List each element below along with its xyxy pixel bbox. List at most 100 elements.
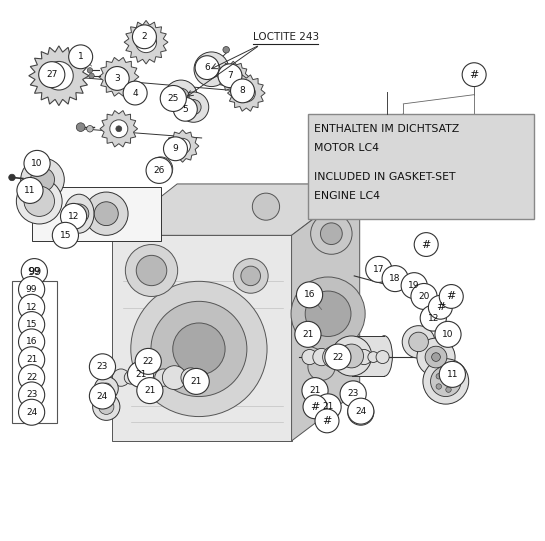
Circle shape — [84, 192, 128, 235]
Text: 18: 18 — [389, 274, 401, 283]
Circle shape — [136, 32, 156, 52]
Circle shape — [348, 388, 359, 399]
Circle shape — [302, 349, 317, 365]
Text: 24: 24 — [97, 392, 108, 400]
Circle shape — [356, 349, 372, 365]
Circle shape — [125, 245, 178, 296]
Text: 10: 10 — [442, 330, 454, 339]
Circle shape — [109, 67, 129, 87]
Circle shape — [420, 305, 446, 331]
Ellipse shape — [376, 335, 392, 377]
Circle shape — [348, 399, 374, 425]
Circle shape — [233, 259, 268, 293]
Circle shape — [110, 120, 128, 137]
Text: 22: 22 — [332, 353, 343, 361]
Text: 99: 99 — [27, 267, 41, 276]
Circle shape — [19, 365, 45, 391]
Circle shape — [411, 283, 437, 309]
Circle shape — [146, 157, 172, 183]
Circle shape — [348, 351, 361, 364]
Circle shape — [313, 348, 330, 366]
Text: 99: 99 — [28, 267, 40, 276]
Circle shape — [373, 263, 390, 280]
Circle shape — [31, 168, 54, 192]
Circle shape — [389, 274, 402, 287]
Circle shape — [19, 294, 45, 320]
Text: 7: 7 — [227, 71, 233, 80]
Text: 21: 21 — [310, 386, 320, 395]
Circle shape — [132, 25, 156, 49]
Circle shape — [94, 377, 118, 400]
Circle shape — [89, 73, 94, 78]
Circle shape — [69, 204, 89, 223]
Circle shape — [183, 368, 209, 394]
Polygon shape — [124, 21, 168, 64]
Circle shape — [105, 67, 129, 90]
Polygon shape — [292, 184, 360, 441]
Text: 15: 15 — [26, 320, 38, 329]
Text: 99: 99 — [26, 285, 38, 294]
Circle shape — [452, 379, 457, 384]
Text: 1: 1 — [78, 52, 83, 61]
Circle shape — [325, 344, 351, 370]
Circle shape — [215, 68, 219, 71]
Circle shape — [89, 383, 116, 409]
Circle shape — [89, 354, 116, 380]
Circle shape — [137, 378, 163, 404]
Circle shape — [39, 62, 65, 88]
Circle shape — [178, 92, 209, 122]
Circle shape — [19, 382, 45, 408]
Text: 17: 17 — [373, 265, 385, 274]
Circle shape — [323, 346, 344, 368]
Text: 26: 26 — [154, 166, 165, 175]
Circle shape — [366, 256, 392, 282]
Polygon shape — [217, 61, 249, 93]
Text: 2: 2 — [142, 32, 147, 41]
Circle shape — [131, 281, 267, 417]
Circle shape — [24, 186, 54, 216]
Text: 19: 19 — [408, 281, 420, 290]
Circle shape — [128, 361, 154, 387]
Circle shape — [431, 366, 461, 397]
Text: 12: 12 — [428, 314, 439, 322]
Circle shape — [136, 255, 167, 286]
Circle shape — [428, 295, 452, 319]
Circle shape — [218, 64, 242, 88]
Circle shape — [432, 353, 440, 361]
Circle shape — [180, 143, 185, 149]
Text: 23: 23 — [26, 391, 37, 399]
Polygon shape — [29, 46, 89, 105]
Text: ENGINE LC4: ENGINE LC4 — [314, 191, 380, 201]
Circle shape — [112, 369, 130, 386]
Circle shape — [311, 213, 352, 254]
Circle shape — [162, 366, 186, 390]
Circle shape — [116, 74, 122, 80]
Text: 21: 21 — [302, 330, 313, 339]
Circle shape — [305, 291, 351, 337]
Circle shape — [123, 81, 147, 105]
Circle shape — [462, 63, 486, 87]
Circle shape — [99, 399, 114, 414]
Text: 5: 5 — [183, 105, 188, 114]
Circle shape — [302, 378, 328, 404]
Circle shape — [244, 90, 249, 96]
Circle shape — [238, 84, 255, 102]
Circle shape — [241, 266, 261, 286]
Circle shape — [226, 69, 241, 84]
Circle shape — [417, 338, 455, 376]
Circle shape — [446, 387, 451, 392]
Circle shape — [439, 361, 465, 387]
Text: 21: 21 — [26, 355, 37, 364]
Circle shape — [135, 348, 161, 374]
Circle shape — [160, 85, 186, 111]
Circle shape — [173, 97, 197, 121]
Circle shape — [320, 223, 342, 245]
Circle shape — [315, 394, 341, 420]
Circle shape — [436, 384, 441, 389]
Circle shape — [151, 301, 247, 397]
Circle shape — [417, 289, 435, 306]
Text: 12: 12 — [68, 212, 79, 221]
Circle shape — [296, 282, 323, 308]
Bar — [352, 336, 384, 376]
Circle shape — [164, 137, 187, 161]
